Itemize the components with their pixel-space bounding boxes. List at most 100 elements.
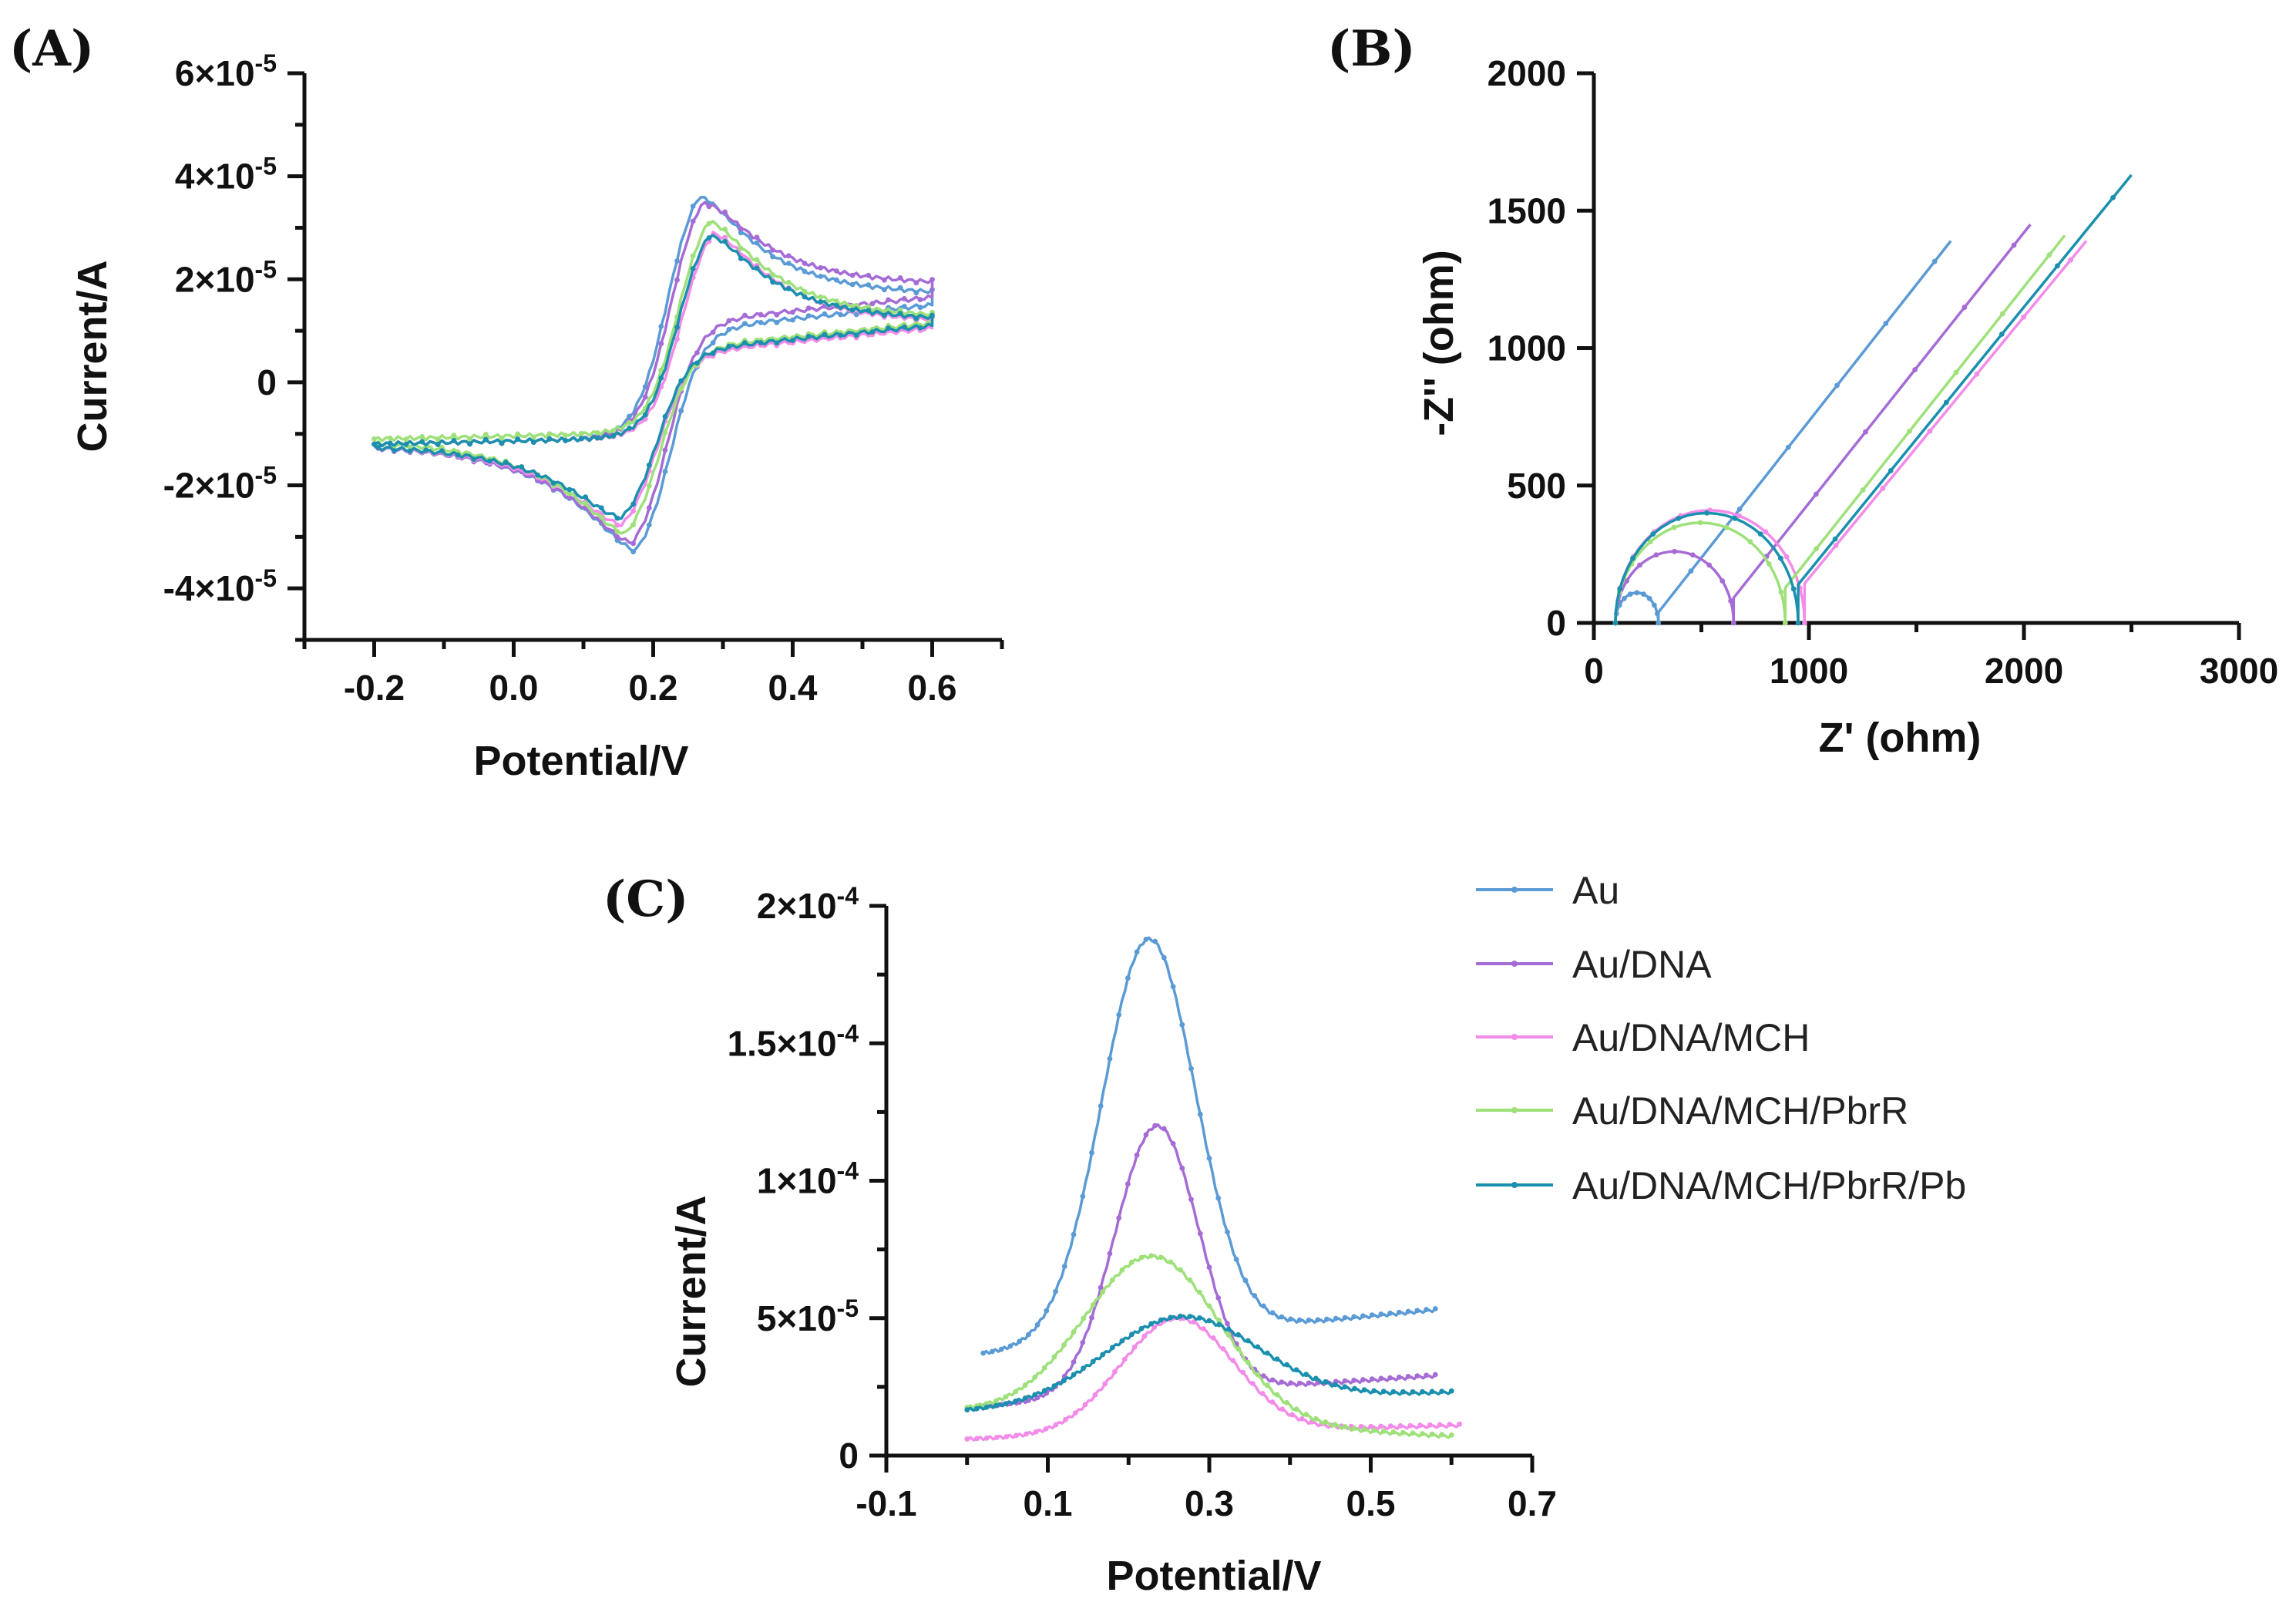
panel-a-data-point — [790, 338, 795, 343]
panel-a-series-au-dna-mch-pbrr-pb — [373, 234, 934, 520]
panel-c-data-point — [1215, 1295, 1222, 1301]
panel-c-data-point — [1053, 1422, 1059, 1428]
panel-c-label: (C) — [603, 870, 689, 928]
panel-a-data-point — [726, 327, 732, 332]
panel-c-data-point — [1116, 1012, 1122, 1018]
panel-a-data-point — [690, 204, 696, 209]
panel-c-data-point — [1119, 1338, 1125, 1344]
panel-a-data-point — [566, 486, 573, 493]
panel-c-data-point — [1240, 1369, 1245, 1375]
legend-item-au-dna[interactable]: Au/DNA — [1476, 943, 1712, 986]
panel-a-data-point — [758, 340, 764, 345]
panel-c-data-point — [1197, 1111, 1203, 1117]
panel-a-x-axis-title: Potential/V — [473, 738, 688, 784]
panel-b-data-point — [1912, 367, 1918, 372]
panel-a-data-point — [853, 311, 859, 318]
panel-a-data-point — [774, 311, 780, 318]
panel-a-data-point — [610, 433, 617, 439]
panel-a-data-point — [423, 447, 429, 453]
legend-item-au-dna-mch-pbrr[interactable]: Au/DNA/MCH/PbrR — [1476, 1089, 1908, 1133]
panel-c-data-point — [1245, 1338, 1251, 1344]
panel-b-data-point — [2021, 314, 2027, 320]
panel-b-data-point — [1863, 429, 1868, 435]
panel-c-data-point — [1041, 1388, 1047, 1394]
legend-item-au[interactable]: Au — [1476, 869, 1619, 912]
panel-a-data-point — [917, 297, 923, 303]
panel-a-y-tick-label: 6×10-5 — [175, 49, 277, 93]
panel-b-data-point — [1723, 524, 1730, 530]
panel-a-data-point — [742, 312, 748, 318]
panel-a-data-point — [917, 305, 923, 311]
panel-c-data-point — [1390, 1389, 1397, 1395]
panel-c-data-point — [1274, 1356, 1280, 1362]
panel-c-data-point — [1360, 1377, 1366, 1382]
panel-a-data-point — [822, 311, 828, 317]
panel-a-data-point — [742, 340, 748, 345]
panel-c-data-point — [1293, 1367, 1299, 1373]
panel-a-y-axis-title: Current/A — [69, 260, 116, 452]
panel-c-data-point — [1098, 1103, 1104, 1109]
panel-b-data-point — [1688, 568, 1694, 574]
panel-a-data-point — [515, 436, 521, 442]
panel-a-data-point — [917, 325, 923, 331]
panel-b-data-point — [1627, 591, 1633, 597]
panel-c-data-point — [1168, 1314, 1174, 1321]
panel-b-data-point — [1833, 543, 1839, 548]
panel-c-data-point — [1071, 1372, 1077, 1378]
panel-c-data-point — [1080, 1193, 1086, 1200]
panel-b-x-tick-label: 2000 — [1985, 651, 2063, 691]
panel-a-data-point — [642, 394, 648, 400]
panel-c-data-point — [1081, 1315, 1086, 1321]
panel-c-data-point — [1125, 1181, 1131, 1187]
panel-c-data-point — [1061, 1342, 1067, 1348]
panel-b-data-point — [1730, 620, 1736, 626]
panel-a-data-point — [866, 304, 872, 310]
panel-c-y-tick-label: 5×10-5 — [757, 1294, 859, 1338]
legend-item-au-dna-mch-pbrr-pb[interactable]: Au/DNA/MCH/PbrR/Pb — [1476, 1164, 1966, 1207]
panel-a-data-point — [886, 297, 891, 303]
panel-a-data-point — [646, 522, 652, 528]
panel-a-data-point — [869, 301, 876, 307]
panel-c-data-point — [1414, 1308, 1420, 1314]
panel-a-data-point — [583, 494, 588, 500]
panel-c-data-point — [1158, 1254, 1164, 1261]
panel-c-data-point — [1197, 1315, 1202, 1321]
panel-a-label: (A) — [9, 20, 94, 78]
panel-c-data-point — [1397, 1423, 1403, 1429]
panel-a-data-point — [678, 408, 684, 414]
panel-a-data-point — [738, 226, 744, 232]
panel-a-data-point — [929, 277, 935, 282]
panel-c-data-point — [1414, 1373, 1420, 1378]
panel-a-data-point — [901, 304, 907, 309]
panel-a-data-point — [849, 272, 856, 278]
legend-marker-au-dna-mch-pbrr-pb — [1511, 1182, 1518, 1188]
panel-c-data-point — [1333, 1422, 1338, 1428]
panel-a-data-point — [834, 302, 839, 308]
panel-c-data-point — [1197, 1289, 1202, 1295]
panel-c-data-point — [1255, 1372, 1261, 1378]
panel-b-data-point — [1650, 531, 1656, 537]
panel-b-data-point — [1728, 598, 1734, 604]
panel-b-x-tick-label: 0 — [1584, 651, 1604, 691]
panel-b-y-tick-label: 1500 — [1488, 190, 1566, 231]
panel-b-data-point — [1888, 468, 1894, 473]
panel-b-data-point — [1689, 552, 1696, 558]
panel-c-series-au-markers — [980, 937, 1438, 1356]
panel-a-data-point — [710, 340, 716, 346]
legend-item-au-dna-mch[interactable]: Au/DNA/MCH — [1476, 1016, 1810, 1059]
panel-b-data-point — [1834, 382, 1840, 389]
panel-a-data-point — [646, 505, 652, 511]
panel-c-data-point — [1210, 1335, 1216, 1341]
panel-a-data-point — [694, 360, 700, 366]
panel-a-data-point — [770, 247, 775, 253]
panel-b-data-point — [1736, 513, 1743, 519]
panel-c-x-tick-label: 0.7 — [1508, 1483, 1557, 1523]
panel-c-series — [964, 936, 1463, 1442]
panel-a-data-point — [563, 433, 569, 439]
panel-a-data-point — [758, 320, 764, 325]
panel-b-data-point — [1927, 428, 1933, 434]
panel-b-data-point — [1624, 578, 1630, 584]
panel-c-data-point — [1206, 1156, 1212, 1161]
panel-b-data-point — [2055, 263, 2060, 269]
panel-a-x-tick-label: 0.4 — [768, 668, 818, 708]
